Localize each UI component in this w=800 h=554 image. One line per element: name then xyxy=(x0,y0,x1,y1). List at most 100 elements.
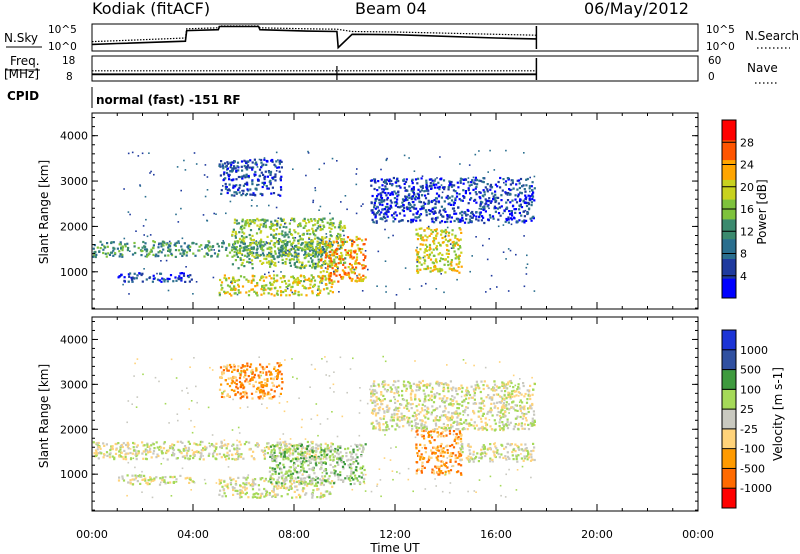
velocity-cell xyxy=(506,418,509,421)
velocity-cell xyxy=(386,409,389,412)
power-cell xyxy=(269,172,272,175)
power-cell xyxy=(167,249,170,252)
velocity-cell xyxy=(432,419,435,422)
velocity-cell xyxy=(280,495,283,498)
power-cell xyxy=(233,240,237,243)
power-cell xyxy=(320,255,323,258)
power-cell xyxy=(376,189,379,192)
power-cell xyxy=(238,247,242,250)
power-cell xyxy=(482,206,485,209)
velocity-cell xyxy=(496,407,499,410)
power-cell xyxy=(245,245,248,248)
power-cell xyxy=(248,261,251,264)
power-cell xyxy=(443,263,446,266)
power-cell xyxy=(152,244,155,247)
velocity-cell xyxy=(420,434,423,437)
power-cell xyxy=(263,219,266,223)
power-cell xyxy=(313,255,316,258)
velocity-cell xyxy=(310,468,314,471)
power-cell xyxy=(239,250,242,253)
power-sparse-cell xyxy=(384,228,386,231)
power-cell xyxy=(354,249,357,252)
power-cell xyxy=(319,276,322,280)
power-cell xyxy=(441,241,444,244)
velocity-cell xyxy=(222,453,226,456)
velocity-cell xyxy=(277,481,280,484)
power-cell xyxy=(218,291,221,294)
velocity-cell xyxy=(94,449,98,452)
velocity-cell xyxy=(421,467,424,470)
power-cell xyxy=(270,262,273,265)
power-sparse-cell xyxy=(346,208,348,211)
power-cell xyxy=(246,188,249,191)
velocity-cell xyxy=(502,402,505,405)
velocity-cell xyxy=(398,406,401,409)
velocity-cell xyxy=(173,480,176,484)
velocity-cell xyxy=(302,457,306,460)
power-cell xyxy=(489,183,493,186)
power-cell xyxy=(244,194,247,197)
power-cell xyxy=(438,270,441,273)
velocity-cell xyxy=(505,423,508,426)
power-cell xyxy=(186,245,189,248)
velocity-cell xyxy=(118,455,121,458)
velocity-cell xyxy=(239,493,242,497)
power-cell xyxy=(382,208,385,211)
velocity-cell xyxy=(273,485,276,488)
velocity-cell xyxy=(220,456,223,459)
power-cell xyxy=(285,286,288,289)
power-cell xyxy=(301,284,304,287)
power-cell xyxy=(283,242,286,246)
power-sparse-cell xyxy=(333,270,335,273)
velocity-cell xyxy=(337,475,340,478)
power-cell xyxy=(270,293,273,296)
velocity-cell xyxy=(383,415,386,418)
velocity-cell xyxy=(276,445,279,448)
velocity-cell xyxy=(394,401,397,404)
power-cell xyxy=(335,237,338,240)
power-cell xyxy=(302,233,305,236)
power-cell xyxy=(259,253,262,257)
power-cell xyxy=(479,197,482,200)
power-cell xyxy=(464,192,467,195)
velocity-cell xyxy=(241,491,244,494)
velocity-cell xyxy=(533,420,536,423)
velocity-cell xyxy=(339,445,342,448)
power-sparse-cell xyxy=(502,251,505,253)
power-cell xyxy=(254,219,257,222)
velocity-cell xyxy=(329,455,332,458)
power-sparse-cell xyxy=(503,181,505,184)
power-cell xyxy=(166,280,169,283)
power-cell xyxy=(232,228,235,231)
power-cell xyxy=(496,185,499,188)
power-cell xyxy=(480,207,483,210)
power-sparse-cell xyxy=(523,235,525,237)
power-cell xyxy=(323,225,326,229)
velocity-cell xyxy=(319,444,322,447)
power-cell xyxy=(441,253,444,256)
velocity-cell xyxy=(417,454,420,457)
velocity-cell xyxy=(290,474,293,478)
power-cell xyxy=(340,275,343,278)
power-cell xyxy=(414,198,417,201)
velocity-cell xyxy=(385,405,388,409)
velocity-cell xyxy=(411,402,414,406)
power-cell xyxy=(328,244,331,247)
velocity-cell xyxy=(153,477,156,480)
power-cell xyxy=(262,241,265,244)
power-sparse-cell xyxy=(280,271,282,273)
velocity-cell xyxy=(146,483,149,486)
power-cell xyxy=(264,288,267,291)
velocity-cell xyxy=(477,386,480,389)
power-cell xyxy=(253,158,256,161)
velocity-cell xyxy=(448,427,451,430)
velocity-cell xyxy=(196,443,199,447)
power-cell xyxy=(431,208,434,211)
power-cell xyxy=(307,260,310,263)
power-cell xyxy=(268,255,271,258)
power-cell xyxy=(261,218,264,221)
velocity-cell xyxy=(256,496,259,499)
velocity-cell xyxy=(173,475,176,478)
velocity-cell xyxy=(531,393,534,396)
power-sparse-cell xyxy=(256,205,258,207)
